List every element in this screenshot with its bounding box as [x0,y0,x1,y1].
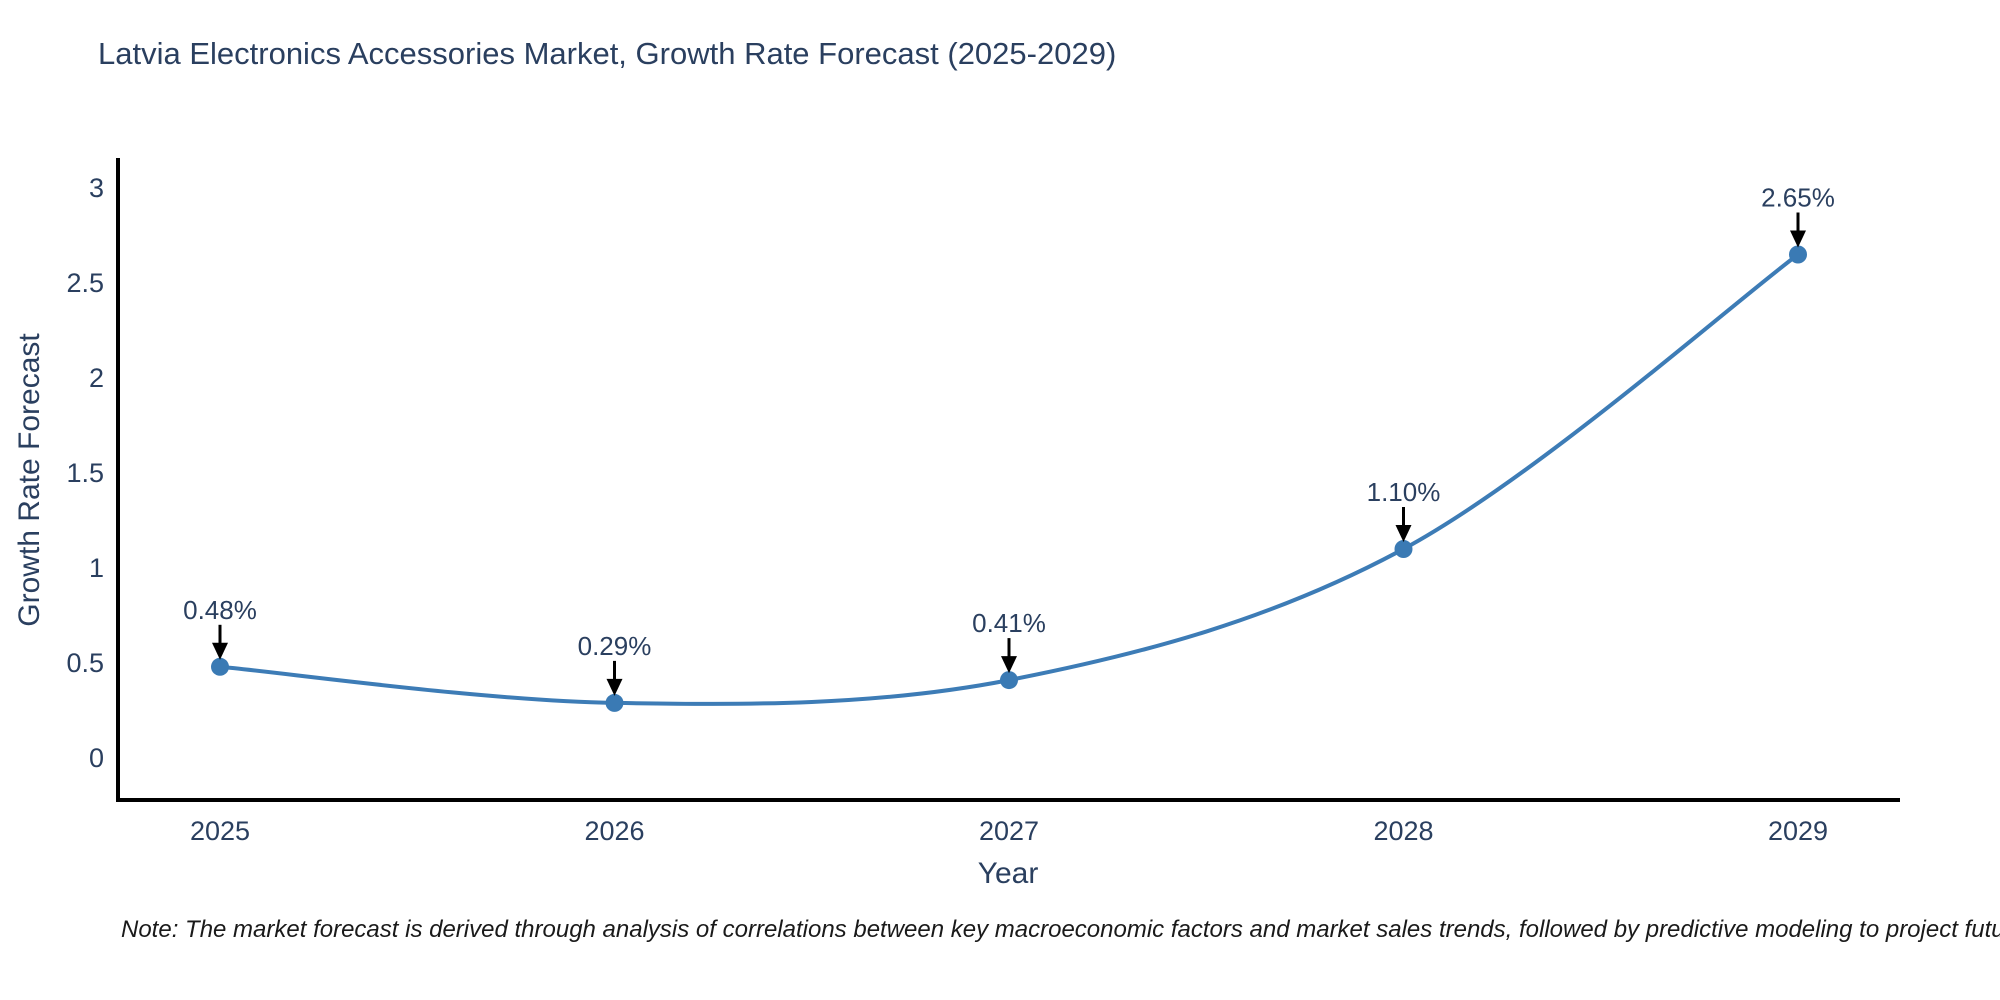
data-point-marker [211,657,229,676]
annotation-arrowhead [1395,525,1412,542]
annotation-arrowhead [606,678,623,696]
y-tick-label: 0.5 [66,648,104,678]
x-tick-label: 2027 [979,816,1039,846]
data-point-marker [1394,540,1413,558]
y-tick-label: 1 [89,553,104,583]
data-point-marker [605,693,624,712]
y-tick-label: 3 [89,173,104,203]
annotation-label: 1.10% [1367,477,1441,507]
annotation-label: 0.41% [972,608,1046,638]
annotation-label: 2.65% [1761,183,1835,213]
annotation-label: 0.29% [578,631,652,661]
annotation-arrowhead [1001,656,1017,674]
y-tick-label: 0 [89,743,104,773]
footnote-text: Note: The market forecast is derived thr… [121,916,2000,943]
series-line [219,252,1800,706]
x-tick-label: 2029 [1768,816,1828,846]
data-point-marker [1000,671,1018,690]
x-axis-title: Year [977,857,1039,890]
y-tick-label: 2 [89,363,104,393]
y-tick-label: 1.5 [66,458,104,488]
x-tick-label: 2025 [190,816,250,846]
annotation-arrowhead [212,642,228,660]
chart-title: Latvia Electronics Accessories Market, G… [98,36,1117,71]
annotation-arrowhead [1790,230,1806,248]
data-point-marker [1789,245,1807,264]
axis-lines [116,158,1900,802]
y-tick-label: 2.5 [66,268,104,298]
x-tick-label: 2028 [1373,816,1433,846]
x-tick-label: 2026 [584,816,644,846]
annotation-label: 0.48% [183,595,257,625]
